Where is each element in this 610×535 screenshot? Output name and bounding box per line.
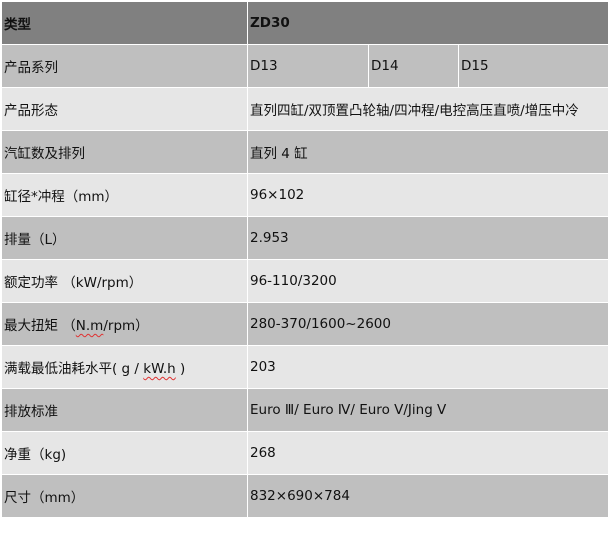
- row-label: 排放标准: [1, 388, 248, 432]
- table-row: 汽缸数及排列 直列 4 缸: [1, 130, 609, 174]
- table-row: 额定功率 （kW/rpm） 96-110/3200: [1, 259, 609, 303]
- table-row: 满载最低油耗水平( g / kW.h ) 203: [1, 345, 609, 389]
- label-part: 满载最低油耗水平( g /: [4, 361, 144, 377]
- row-value: 直列四缸/双顶置凸轮轴/四冲程/电控高压直喷/增压中冷: [247, 87, 609, 131]
- row-label: 额定功率 （kW/rpm）: [1, 259, 248, 303]
- row-value: 2.953: [247, 216, 609, 260]
- row-label: 满载最低油耗水平( g / kW.h ): [1, 345, 248, 389]
- table-row: 缸径*冲程（mm） 96×102: [1, 173, 609, 217]
- row-label: 最大扭矩 （N.m/rpm）: [1, 302, 248, 346]
- label-part: ): [175, 361, 186, 377]
- row-label: 净重（kg): [1, 431, 248, 475]
- row-value: 直列 4 缸: [247, 130, 609, 174]
- label-unit: kW.h: [143, 361, 176, 377]
- row-label: 产品系列: [1, 44, 248, 88]
- series-d13: D13: [247, 44, 369, 88]
- row-label: 缸径*冲程（mm）: [1, 173, 248, 217]
- table-row: 产品形态 直列四缸/双顶置凸轮轴/四冲程/电控高压直喷/增压中冷: [1, 87, 609, 131]
- label-part: /rpm）: [103, 318, 149, 334]
- spec-table: 类型 ZD30 产品系列 D13 D14 D15 产品形态 直列四缸/双顶置凸轮轴…: [1, 1, 609, 518]
- row-value: 96-110/3200: [247, 259, 609, 303]
- row-label: 汽缸数及排列: [1, 130, 248, 174]
- table-row: 净重（kg) 268: [1, 431, 609, 475]
- row-value: Euro Ⅲ/ Euro Ⅳ/ Euro Ⅴ/Jing Ⅴ: [247, 388, 609, 432]
- row-value: 280-370/1600~2600: [247, 302, 609, 346]
- row-label: 排量（L）: [1, 216, 248, 260]
- label-part: 最大扭矩 （: [4, 318, 76, 334]
- series-d14: D14: [368, 44, 459, 88]
- series-row: 产品系列 D13 D14 D15: [1, 44, 609, 88]
- type-value: ZD30: [247, 1, 609, 45]
- type-label: 类型: [1, 1, 248, 45]
- row-value: 268: [247, 431, 609, 475]
- row-value: 96×102: [247, 173, 609, 217]
- header-row: 类型 ZD30: [1, 1, 609, 45]
- table-row: 最大扭矩 （N.m/rpm） 280-370/1600~2600: [1, 302, 609, 346]
- row-value: 832×690×784: [247, 474, 609, 518]
- table-row: 排放标准 Euro Ⅲ/ Euro Ⅳ/ Euro Ⅴ/Jing Ⅴ: [1, 388, 609, 432]
- row-value: 203: [247, 345, 609, 389]
- table-row: 尺寸（mm） 832×690×784: [1, 474, 609, 518]
- label-unit: N.m: [75, 318, 104, 334]
- row-label: 产品形态: [1, 87, 248, 131]
- table-row: 排量（L） 2.953: [1, 216, 609, 260]
- series-d15: D15: [458, 44, 609, 88]
- row-label: 尺寸（mm）: [1, 474, 248, 518]
